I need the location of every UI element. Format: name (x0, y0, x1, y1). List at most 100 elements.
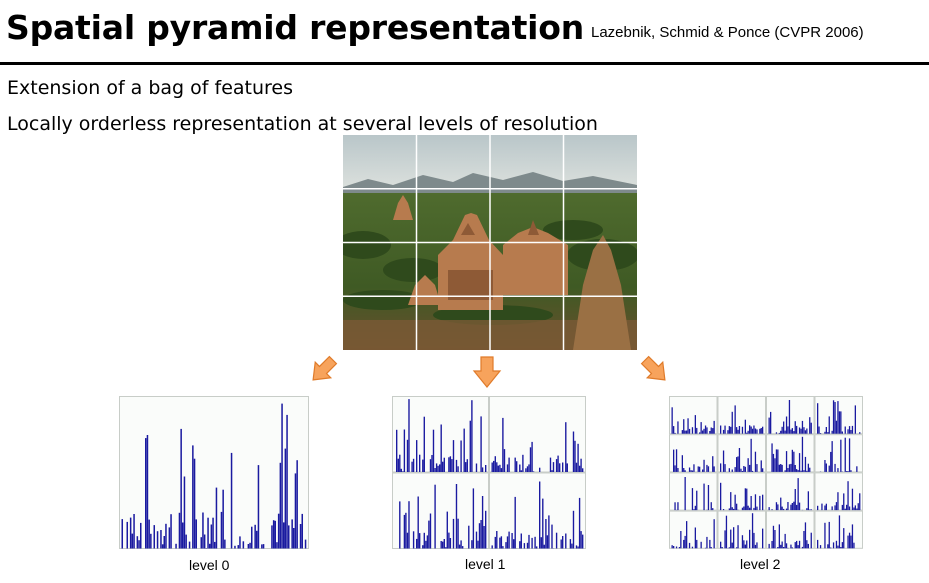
arrow-to-level0-icon (312, 355, 338, 381)
level1-bar (416, 440, 418, 472)
level1-bar (531, 537, 533, 549)
level1-bar (408, 501, 410, 549)
level1-bar (440, 424, 442, 472)
level2-bar (675, 449, 678, 472)
level1-bar (503, 449, 506, 472)
level0-histogram (119, 396, 309, 549)
level2-bar (781, 464, 783, 472)
level2-bar (810, 532, 812, 549)
level1-bar (443, 539, 445, 549)
temple-landscape-image (343, 135, 637, 350)
level2-bar (674, 502, 676, 511)
level2-bar (807, 463, 809, 472)
level2-bar (754, 451, 757, 472)
level2-bar (737, 429, 739, 434)
level1-bar (520, 470, 522, 472)
level2-bar (809, 509, 811, 511)
level2-bar (703, 428, 705, 434)
level2-bar (720, 541, 722, 549)
level2-bar (830, 547, 832, 549)
level1-bar (500, 536, 503, 549)
level1-bar (580, 458, 582, 472)
level2-bar (844, 508, 846, 511)
level2-bar (793, 431, 795, 434)
level2-cell (669, 472, 718, 511)
level1-bar (485, 510, 487, 549)
level2-bar (846, 471, 848, 472)
level0-bar (247, 544, 250, 549)
level1-bar (539, 481, 541, 549)
level1-bar (528, 464, 530, 472)
level2-bar (751, 428, 754, 434)
level0-bar (272, 520, 275, 549)
level0-bar (215, 487, 218, 549)
level2-bar (806, 428, 808, 434)
level1-bar (399, 501, 401, 549)
level2-bar (731, 411, 733, 434)
level2-bar (709, 539, 711, 549)
level2-bar (691, 470, 694, 472)
level2-cell (766, 472, 815, 511)
level2-bar (780, 464, 782, 472)
level1-bar (522, 454, 524, 472)
level1-bar (582, 534, 584, 549)
level0-bar (185, 534, 187, 549)
level2-bar (694, 415, 696, 434)
level2-bar (683, 539, 685, 549)
level0-bar (121, 519, 124, 549)
level2-bar (691, 488, 694, 511)
level2-bar (728, 547, 730, 549)
level2-cell (669, 510, 718, 549)
level2-bar (684, 470, 686, 472)
level0-bar (168, 527, 171, 549)
level2-bar (747, 458, 749, 472)
level2-bar (856, 508, 858, 511)
level1-bar (557, 455, 559, 472)
level1-bar (506, 464, 509, 472)
level2-bar (777, 449, 779, 472)
level2-bar (781, 541, 783, 549)
level2-bar (704, 547, 707, 549)
level0-bar (257, 465, 260, 549)
level2-bar (721, 547, 723, 549)
level2-bar (793, 501, 795, 511)
level2-bar (686, 430, 688, 434)
level2-bar (841, 542, 843, 549)
level2-bar (831, 430, 833, 434)
level2-bar (743, 506, 745, 511)
level2-bar (754, 494, 757, 511)
level1-bar (516, 461, 518, 472)
level1-bar (442, 461, 444, 472)
level1-bar (526, 542, 529, 549)
level2-bar (710, 502, 712, 511)
level2-bar (768, 507, 770, 511)
level2-bar (746, 540, 748, 549)
level2-bar (798, 502, 801, 511)
level2-bar (702, 430, 704, 434)
level1-bar (435, 463, 438, 472)
level2-bar (699, 466, 701, 472)
level1-bar (580, 531, 582, 549)
level2-bar (848, 438, 851, 472)
level1-bar (469, 420, 471, 472)
level2-bar (736, 427, 738, 434)
level2-bar (743, 466, 745, 472)
level2-bar (851, 488, 854, 511)
level2-bar (775, 432, 778, 434)
level2-bar (749, 464, 751, 472)
level2-bar (740, 468, 742, 472)
level2-bar (731, 469, 733, 472)
level2-bar (835, 420, 838, 434)
level1-bar (549, 457, 552, 472)
level2-cell (814, 434, 863, 473)
level2-bar (798, 540, 801, 549)
level1-bar (491, 462, 493, 472)
slide-title: Spatial pyramid representation (6, 8, 585, 47)
level2-bar (760, 428, 762, 434)
level2-bar (744, 466, 746, 472)
level2-bar (841, 431, 843, 434)
level2-bar (734, 494, 736, 511)
level2-bar (780, 430, 782, 434)
level2-bar (788, 464, 791, 472)
level2-bar (819, 433, 822, 434)
